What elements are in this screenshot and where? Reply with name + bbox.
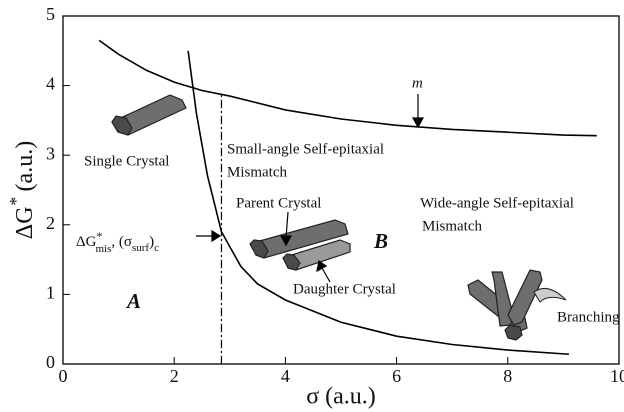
region-label: A xyxy=(125,289,141,313)
x-tick-label: 6 xyxy=(392,366,401,386)
curve xyxy=(187,50,570,356)
arrow-line xyxy=(321,267,331,283)
plot-frame xyxy=(62,15,620,365)
y-tick-label: 0 xyxy=(46,352,55,372)
arrow-head xyxy=(279,235,293,247)
annotation: Branching xyxy=(557,309,620,325)
critical-label: ΔG* mis, (σsurf)c xyxy=(76,229,159,255)
label-part: c xyxy=(154,242,159,254)
branching-arrow xyxy=(533,287,567,303)
annotation: Single Crystal xyxy=(84,153,169,169)
y-tick-label: 1 xyxy=(46,283,55,303)
label-part: (a.u.) xyxy=(12,141,38,198)
label-part: , (σ xyxy=(111,234,132,250)
label-part: mis xyxy=(95,243,111,255)
x-tick-label: 8 xyxy=(503,366,512,386)
annotation: Mismatch xyxy=(227,164,287,180)
curve xyxy=(98,39,597,137)
arrow-head xyxy=(316,259,328,273)
single-crystal-icon xyxy=(111,94,187,136)
x-tick-label: 2 xyxy=(170,366,179,386)
region-label: B xyxy=(373,229,388,253)
arrow-line xyxy=(285,211,289,239)
y-tick-label: 2 xyxy=(46,213,55,233)
annotation: Daughter Crystal xyxy=(293,281,396,297)
annotation: Mismatch xyxy=(422,218,482,234)
y-tick-label: 4 xyxy=(46,74,55,94)
label-part: surf xyxy=(132,242,149,254)
series-label: m xyxy=(412,75,423,91)
x-tick-label: 0 xyxy=(59,366,68,386)
label-part: ) xyxy=(149,234,154,250)
annotation: Small-angle Self-epitaxial xyxy=(227,141,384,157)
label-part: * xyxy=(6,197,26,206)
annotation: Parent Crystal xyxy=(236,195,321,211)
label-part: ΔG xyxy=(76,234,97,250)
y-tick-label: 3 xyxy=(46,143,55,163)
parent-daughter-crystal-icon xyxy=(249,219,351,271)
arrow-head xyxy=(211,229,222,243)
y-axis-title: ΔG* (a.u.) xyxy=(6,141,37,239)
branching-crystal-icon xyxy=(467,269,567,341)
x-tick-label: 4 xyxy=(281,366,290,386)
arrows xyxy=(196,94,425,283)
arrow-head xyxy=(411,117,425,129)
y-tick-label: 5 xyxy=(46,4,55,24)
label-part: ΔG xyxy=(12,206,38,239)
annotation: Wide-angle Self-epitaxial xyxy=(420,195,574,211)
x-axis-title: σ (a.u.) xyxy=(306,384,376,410)
label-part: * xyxy=(96,229,102,243)
x-tick-label: 10 xyxy=(610,366,624,386)
